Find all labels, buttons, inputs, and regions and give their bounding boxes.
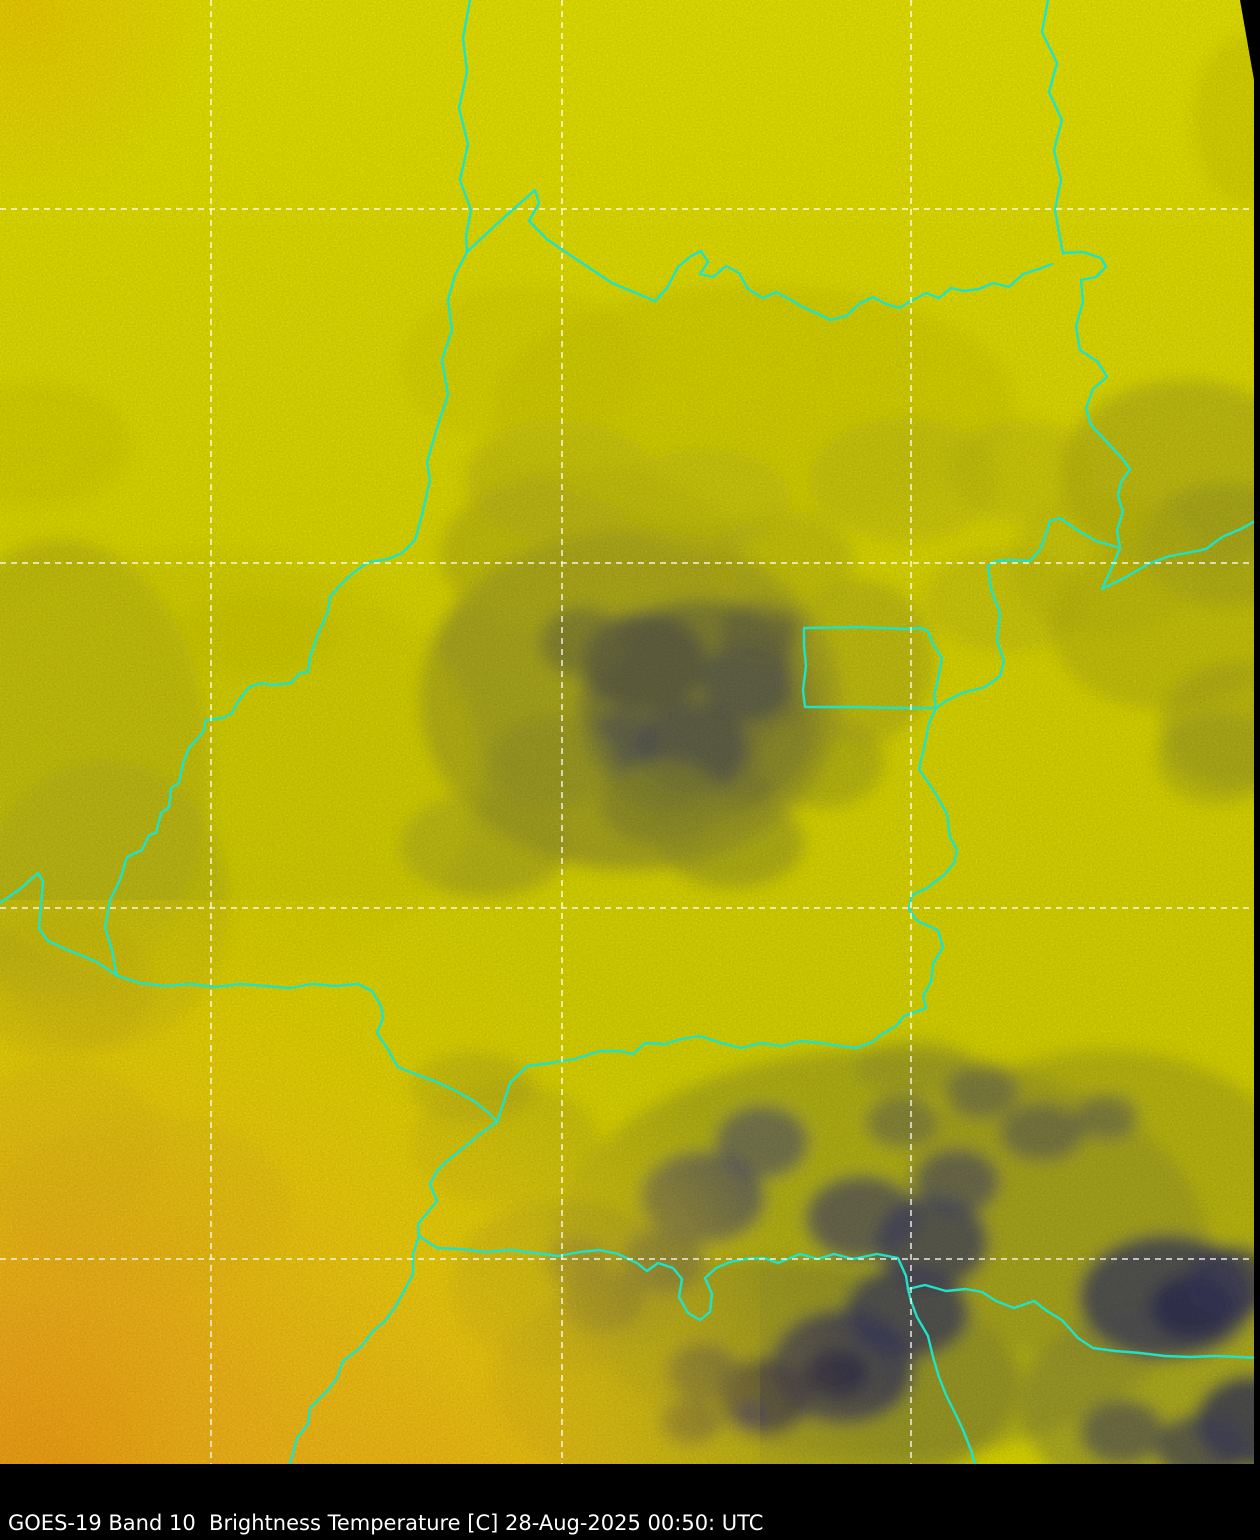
sensor-grain	[0, 0, 1260, 1464]
scan-edge-strip	[1254, 0, 1260, 1464]
border-spike-northeast	[465, 188, 657, 303]
border-south-east	[854, 564, 1006, 1050]
river-northeast-branch	[495, 1034, 858, 1124]
river-southwest-branch	[288, 1234, 421, 1464]
river-south-eastwest	[417, 1234, 910, 1322]
border-zigzag-east	[1100, 516, 1260, 591]
river-south-exit	[906, 1287, 977, 1464]
state-borders	[0, 0, 1260, 1464]
river-hairpin-south	[416, 1120, 499, 1238]
caption-bar: GOES-19 Band 10 Brightness Temperature […	[0, 1464, 1260, 1540]
graticule	[0, 0, 1254, 1464]
satellite-map	[0, 0, 1260, 1464]
border-west-eastwest	[116, 974, 499, 1124]
river-east	[1040, 0, 1132, 550]
scan-edge	[1240, 0, 1260, 1464]
border-east-west-north	[653, 249, 1054, 322]
satellite-image	[0, 0, 1260, 1464]
scan-edge-wedge	[1240, 0, 1260, 80]
caption-text: GOES-19 Band 10 Brightness Temperature […	[8, 1510, 764, 1535]
river-southeast-branch	[906, 1283, 1260, 1360]
border-west-finger	[0, 871, 120, 978]
temperature-field	[0, 0, 1260, 1464]
border-bump-west	[986, 516, 1119, 568]
river-north	[457, 0, 473, 254]
federal-district-rectangle	[801, 625, 944, 710]
river-araguaia	[103, 250, 469, 978]
